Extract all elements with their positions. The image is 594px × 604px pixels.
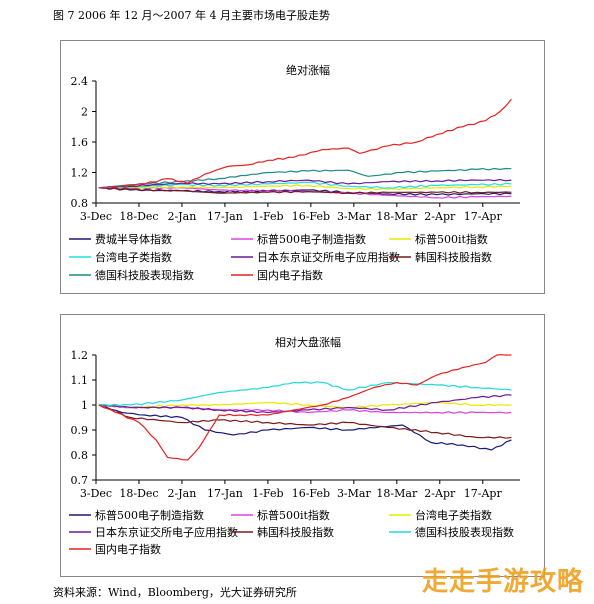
series-line xyxy=(98,401,512,409)
legend-label: 韩国科技股指数 xyxy=(415,250,492,264)
series-line xyxy=(98,178,512,189)
legend-label: 费城半导体指数 xyxy=(95,232,172,246)
series-line xyxy=(98,404,512,439)
legend-label: 台湾电子类指数 xyxy=(95,250,172,264)
x-tick-label: 2-Apr xyxy=(424,487,456,500)
x-tick-label: 18-Mar xyxy=(376,487,418,500)
series-line xyxy=(98,394,512,414)
series-line xyxy=(98,381,512,407)
series-line xyxy=(98,98,512,189)
legend-label: 国内电子指数 xyxy=(257,268,323,282)
x-tick-label: 17-Jan xyxy=(207,210,243,223)
x-tick-label: 2-Jan xyxy=(168,487,197,500)
chart-title: 相对大盘涨幅 xyxy=(275,335,341,349)
y-tick-label: 0.9 xyxy=(71,424,89,437)
legend-label: 德国科技股表现指数 xyxy=(415,525,514,539)
series-line xyxy=(98,167,512,189)
x-tick-label: 3-Mar xyxy=(337,487,372,500)
x-tick-label: 17-Jan xyxy=(207,487,243,500)
x-tick-label: 16-Feb xyxy=(292,487,330,500)
legend-label: 日本东京证交所电子应用指数 xyxy=(95,525,238,539)
chart-title: 绝对涨幅 xyxy=(286,63,330,77)
x-tick-label: 17-Apr xyxy=(464,487,503,500)
series-line xyxy=(98,181,512,189)
x-tick-label: 1-Feb xyxy=(252,487,283,500)
legend-label: 韩国科技股指数 xyxy=(257,525,334,539)
x-tick-label: 3-Mar xyxy=(337,210,372,223)
series-line xyxy=(98,184,512,191)
watermark-logo: 走走手游攻略 xyxy=(421,567,584,597)
y-tick-label: 1 xyxy=(81,399,88,412)
legend-label: 标普500it指数 xyxy=(415,232,488,246)
chart-relative-svg: 相对大盘涨幅 0.7 0.8 0.9 1 1.1 1.2 3-Dec 18-Dec 2-Jan 17… xyxy=(69,335,520,556)
chart-panel-relative: 相对大盘涨幅 0.7 0.8 0.9 1 1.1 1.2 3-Dec 18-Dec 2-Jan 17… xyxy=(60,314,545,577)
y-tick-label: 1.2 xyxy=(71,349,89,362)
chart-panel-absolute: 绝对涨幅 0.8 1.2 1.6 2 2.4 3-Dec 18-Dec 2-Jan 17-Jan 1… xyxy=(60,40,545,294)
x-tick-label: 17-Apr xyxy=(464,210,503,223)
y-tick-label: 0.7 xyxy=(71,474,89,487)
chart-absolute-svg: 绝对涨幅 0.8 1.2 1.6 2 2.4 3-Dec 18-Dec 2-Jan 17-Jan 1… xyxy=(69,63,520,282)
legend-label: 德国科技股表现指数 xyxy=(95,268,194,282)
y-tick-label: 1.6 xyxy=(71,136,89,149)
x-tick-label: 16-Feb xyxy=(292,210,330,223)
x-tick-label: 1-Feb xyxy=(252,210,283,223)
figure-caption: 图 7 2006 年 12 月～2007 年 4 月主要市场电子股走势 xyxy=(53,9,330,22)
x-tick-label: 3-Dec xyxy=(80,210,112,223)
legend-label: 日本东京证交所电子应用指数 xyxy=(257,250,400,264)
x-tick-label: 2-Jan xyxy=(168,210,197,223)
x-tick-label: 18-Dec xyxy=(119,210,158,223)
y-tick-label: 2.4 xyxy=(71,75,89,88)
y-tick-label: 1.2 xyxy=(71,167,89,180)
series-line xyxy=(98,354,512,461)
legend-label: 标普500电子制造指数 xyxy=(257,232,366,246)
x-tick-label: 3-Dec xyxy=(80,487,112,500)
x-tick-label: 18-Dec xyxy=(119,487,158,500)
y-tick-label: 0.8 xyxy=(71,197,89,210)
legend-label: 标普500it指数 xyxy=(257,508,330,522)
legend-label: 国内电子指数 xyxy=(95,542,161,556)
source-note: 资料来源：Wind，Bloomberg，光大证券研究所 xyxy=(53,586,297,599)
x-tick-label: 2-Apr xyxy=(424,210,456,223)
x-tick-label: 18-Mar xyxy=(376,210,418,223)
legend-label: 标普500电子制造指数 xyxy=(95,508,204,522)
series-line xyxy=(98,186,512,195)
y-tick-label: 2 xyxy=(81,106,88,119)
y-tick-label: 0.8 xyxy=(71,449,89,462)
series-line xyxy=(98,404,512,451)
legend-label: 台湾电子类指数 xyxy=(415,508,492,522)
y-tick-label: 1.1 xyxy=(71,374,89,387)
